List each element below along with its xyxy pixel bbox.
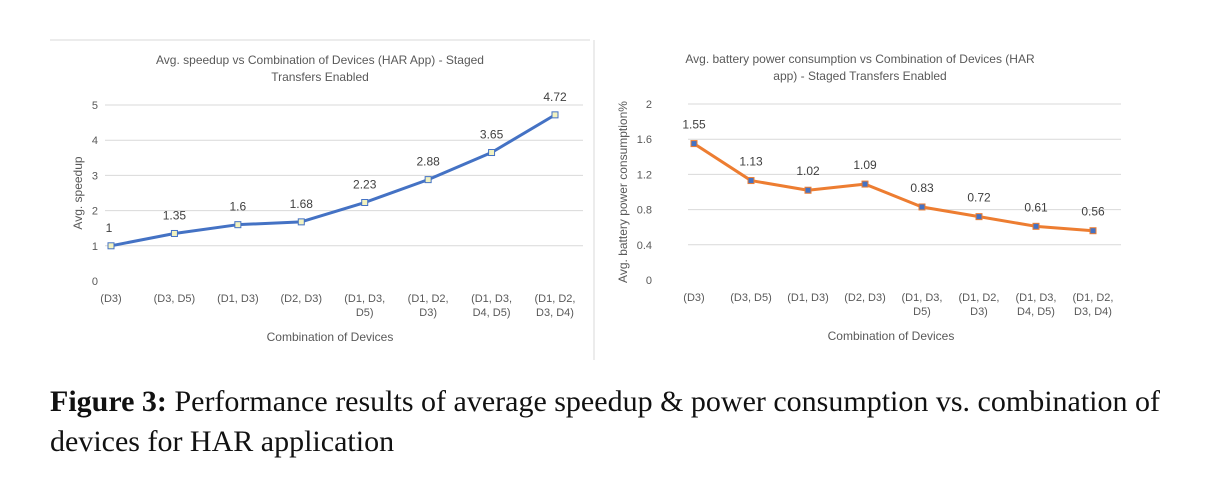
chart-title-line: Avg. battery power consumption vs Combin… — [685, 52, 1035, 66]
data-label: 0.72 — [967, 191, 991, 205]
data-label: 2.88 — [416, 155, 440, 169]
y-tick-label: 0.8 — [637, 205, 652, 217]
x-axis-label: Combination of Devices — [267, 330, 394, 344]
y-tick-label: 2 — [646, 99, 652, 111]
y-tick-label: 3 — [92, 170, 98, 182]
x-tick-label: (D2, D3) — [281, 293, 323, 305]
data-point — [918, 203, 926, 211]
data-label: 2.23 — [353, 178, 377, 192]
data-label: 1 — [106, 221, 113, 235]
x-tick-label: (D3) — [683, 292, 704, 304]
figure-charts: Avg. speedup vs Combination of Devices (… — [50, 39, 1121, 360]
y-tick-label: 4 — [92, 135, 98, 147]
data-label: 0.56 — [1081, 205, 1105, 219]
data-point — [361, 199, 369, 207]
data-point — [1089, 227, 1097, 235]
data-label: 1.55 — [682, 118, 706, 132]
x-tick-label: (D1, D3) — [217, 293, 259, 305]
data-point — [170, 229, 178, 237]
y-tick-label: 0 — [646, 275, 652, 287]
x-tick-label: (D1, D2, — [1073, 292, 1114, 304]
y-tick-label: 2 — [92, 206, 98, 218]
series-line — [693, 142, 1094, 233]
x-tick-label: (D1, D3, — [344, 293, 385, 305]
data-label: 1.09 — [853, 158, 877, 172]
chart-title-line: Avg. speedup vs Combination of Devices (… — [156, 53, 484, 67]
series-line — [110, 113, 556, 248]
x-tick-label: (D1, D2, — [959, 292, 1000, 304]
x-tick-label: (D1, D3, — [471, 293, 512, 305]
x-tick-label: D5) — [913, 306, 931, 318]
y-tick-label: 1 — [92, 241, 98, 253]
data-label: 1.13 — [739, 155, 763, 169]
data-label: 4.72 — [543, 90, 567, 104]
data-label: 1.68 — [290, 197, 314, 211]
data-label: 0.61 — [1024, 200, 1048, 214]
data-point — [424, 176, 432, 184]
x-tick-label: D4, D5) — [473, 307, 511, 319]
data-label: 1.02 — [796, 164, 820, 178]
y-tick-label: 0 — [92, 276, 98, 288]
x-tick-label: (D1, D3, — [902, 292, 943, 304]
x-tick-label: D3) — [419, 307, 437, 319]
x-tick-label: (D2, D3) — [844, 292, 886, 304]
x-tick-label: D5) — [356, 307, 374, 319]
data-point — [1032, 222, 1040, 230]
data-point — [690, 140, 698, 148]
figure-caption-label: Figure 3: — [50, 385, 167, 418]
figure-caption-text: Performance results of average speedup &… — [50, 385, 1160, 458]
x-tick-label: D3) — [970, 306, 988, 318]
power-consumption-chart: Avg. battery power consumption vs Combin… — [616, 52, 1121, 343]
chart-title-line: app) - Staged Transfers Enabled — [773, 69, 946, 83]
y-axis-label: Avg. speedup — [71, 156, 85, 229]
x-tick-label: D4, D5) — [1017, 306, 1055, 318]
y-tick-label: 1.2 — [637, 169, 652, 181]
x-tick-label: (D1, D3, — [1016, 292, 1057, 304]
data-point — [234, 221, 242, 229]
data-label: 1.35 — [163, 208, 187, 222]
figure-caption: Figure 3: Performance results of average… — [50, 382, 1160, 462]
data-point — [488, 149, 496, 157]
speedup-chart: Avg. speedup vs Combination of Devices (… — [71, 53, 583, 344]
y-tick-label: 1.6 — [637, 134, 652, 146]
data-label: 1.6 — [230, 200, 247, 214]
x-tick-label: (D3, D5) — [730, 292, 772, 304]
x-tick-label: D3, D4) — [536, 307, 574, 319]
data-point — [747, 177, 755, 185]
x-tick-label: (D3) — [100, 293, 121, 305]
x-tick-label: D3, D4) — [1074, 306, 1112, 318]
data-point — [551, 111, 559, 119]
data-point — [107, 242, 115, 250]
data-point — [804, 186, 812, 194]
y-tick-label: 0.4 — [637, 240, 652, 252]
data-point — [297, 218, 305, 226]
x-tick-label: (D1, D2, — [535, 293, 576, 305]
x-axis-label: Combination of Devices — [828, 329, 955, 343]
chart-title-line: Transfers Enabled — [271, 70, 369, 84]
x-tick-label: (D1, D2, — [408, 293, 449, 305]
data-point — [975, 213, 983, 221]
data-point — [861, 180, 869, 188]
y-axis-label: Avg. battery power consumption% — [616, 101, 630, 283]
y-tick-label: 5 — [92, 100, 98, 112]
x-tick-label: (D1, D3) — [787, 292, 829, 304]
x-tick-label: (D3, D5) — [154, 293, 196, 305]
data-label: 0.83 — [910, 181, 934, 195]
data-label: 3.65 — [480, 128, 504, 142]
